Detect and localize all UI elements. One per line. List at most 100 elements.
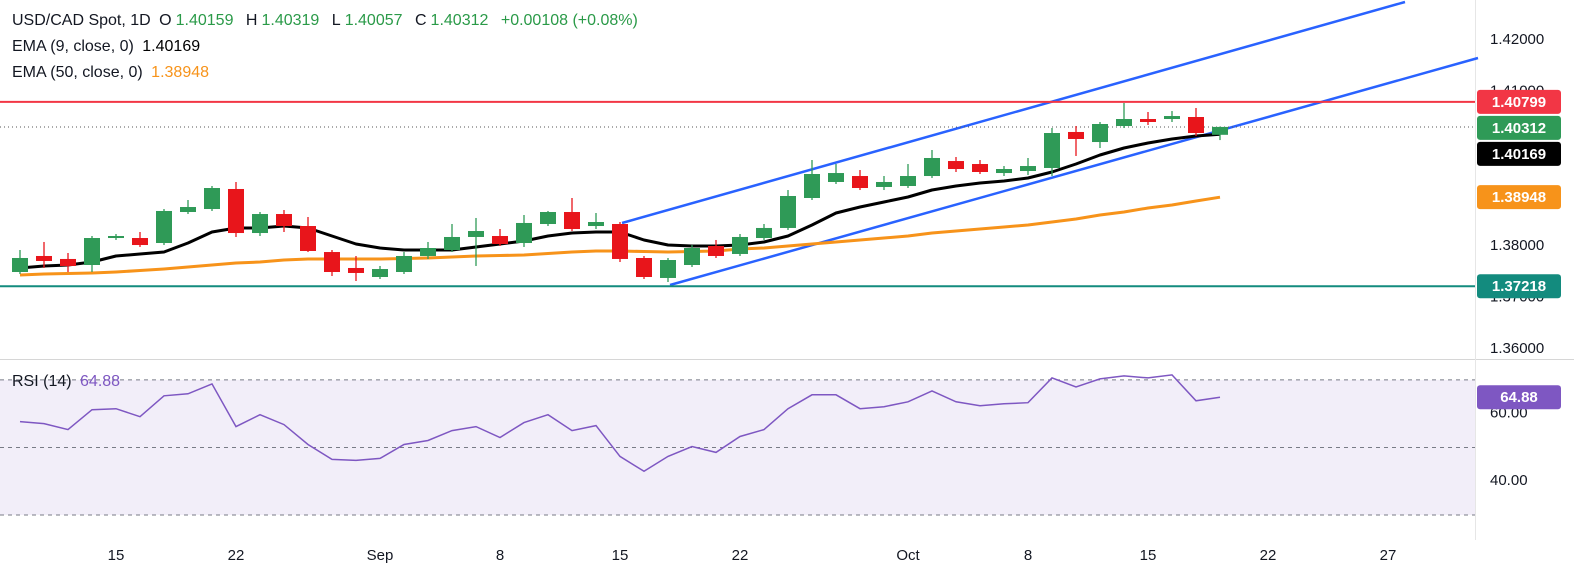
- candle-body: [491, 236, 508, 244]
- candle-body: [371, 269, 388, 277]
- channel-upper: [621, 0, 1406, 225]
- candle-body: [83, 238, 100, 265]
- candle-body: [659, 260, 676, 278]
- candle-body: [1163, 116, 1180, 120]
- legend-ema50: EMA (50, close, 0) 1.38948: [12, 64, 213, 82]
- indicator-name: EMA (50, close, 0): [12, 64, 143, 81]
- candle-body: [155, 210, 172, 244]
- symbol: USD/CAD Spot, 1D: [12, 12, 151, 29]
- indicator-name: EMA (9, close, 0): [12, 38, 134, 55]
- candle-body: [683, 248, 700, 265]
- y-tick-label: 1.38000: [1490, 237, 1544, 254]
- ohlc-value: 1.40319: [261, 12, 320, 29]
- indicator-value: 1.40169: [142, 38, 201, 55]
- y-tick-label: 1.36000: [1490, 340, 1544, 357]
- candle-body: [59, 258, 76, 266]
- x-tick-label: Sep: [367, 547, 394, 564]
- ohlc-label: H: [245, 12, 258, 29]
- ohlc-label: L: [331, 12, 341, 29]
- candle-body: [347, 267, 364, 273]
- candle-body: [203, 188, 220, 210]
- candle-body: [563, 212, 580, 230]
- price-badge: [1477, 115, 1561, 140]
- candle-body: [467, 231, 484, 237]
- y-tick-label: 1.42000: [1490, 31, 1544, 48]
- candle-body: [1091, 124, 1108, 143]
- candle-body: [1043, 133, 1060, 168]
- price-badge-label: 1.40312: [1492, 120, 1546, 137]
- legend-ohlc: USD/CAD Spot, 1D O 1.40159 H 1.40319 L 1.40…: [12, 12, 642, 30]
- x-tick-label: 22: [732, 547, 749, 564]
- price-badge-label: 1.38948: [1492, 189, 1546, 206]
- ohlc-label: O: [159, 12, 172, 29]
- candle-body: [395, 255, 412, 273]
- candle-body: [995, 169, 1012, 174]
- candle-body: [35, 255, 52, 261]
- candle-body: [1139, 119, 1156, 122]
- candle-body: [731, 236, 748, 254]
- price-badge: [1477, 141, 1561, 166]
- price-badge: [1477, 274, 1561, 299]
- x-tick-label: 8: [496, 547, 504, 564]
- candle-body: [971, 164, 988, 172]
- x-tick-label: 22: [228, 547, 245, 564]
- x-tick-label: 15: [612, 547, 629, 564]
- candle-body: [1115, 119, 1132, 127]
- candle-body: [323, 252, 340, 273]
- x-tick-label: Oct: [896, 547, 920, 564]
- candle-body: [1187, 116, 1204, 134]
- candle-body: [851, 176, 868, 189]
- price-badge-label: 1.40799: [1492, 94, 1546, 111]
- candle-body: [251, 214, 268, 234]
- candle-body: [107, 236, 124, 239]
- x-tick-label: 27: [1380, 547, 1397, 564]
- candle-body: [827, 173, 844, 182]
- candle-body: [899, 176, 916, 187]
- x-tick-label: 15: [108, 547, 125, 564]
- plot: 1.360001.370001.380001.410001.4200040.00…: [0, 31, 1561, 564]
- candle-body: [947, 161, 964, 170]
- price-badge-label: 64.88: [1500, 389, 1538, 406]
- candle-body: [515, 222, 532, 244]
- candle-body: [707, 245, 724, 256]
- candle-body: [131, 238, 148, 246]
- price-badge-label: 1.40169: [1492, 146, 1546, 163]
- candle-body: [299, 226, 316, 251]
- price-badge: [1477, 185, 1561, 210]
- price-badge-label: 1.37218: [1492, 278, 1546, 295]
- ohlc-value: 1.40312: [430, 12, 489, 29]
- candle-body: [227, 188, 244, 234]
- indicator-value: 1.38948: [151, 64, 210, 81]
- candle-body: [779, 195, 796, 228]
- change: +0.00108 (+0.08%): [500, 12, 638, 29]
- ohlc-value: 1.40159: [175, 12, 234, 29]
- y-tick-label: 40.00: [1490, 472, 1528, 489]
- candle-body: [1211, 126, 1228, 135]
- candle-body: [419, 248, 436, 256]
- indicator-value: 64.88: [80, 373, 121, 390]
- candle-body: [275, 214, 292, 227]
- ohlc-label: C: [414, 12, 427, 29]
- candle-body: [11, 257, 28, 273]
- channel-lower: [669, 56, 1479, 287]
- candle-body: [1067, 131, 1084, 139]
- candle-body: [611, 224, 628, 259]
- price-badge: [1477, 89, 1561, 114]
- candle-body: [443, 236, 460, 251]
- x-tick-label: 8: [1024, 547, 1032, 564]
- legend-ema9: EMA (9, close, 0) 1.40169: [12, 38, 204, 56]
- price-badge: [1477, 385, 1561, 410]
- candle-body: [875, 181, 892, 187]
- candle-body: [539, 212, 556, 225]
- candle-body: [635, 257, 652, 277]
- rsi-line: [19, 374, 1221, 473]
- candle-body: [803, 174, 820, 199]
- rsi-pane: [0, 379, 1475, 516]
- candle-body: [1019, 166, 1036, 172]
- indicator-name: RSI (14): [12, 373, 72, 390]
- x-tick-label: 22: [1260, 547, 1277, 564]
- candle-body: [587, 221, 604, 227]
- candle-body: [923, 157, 940, 177]
